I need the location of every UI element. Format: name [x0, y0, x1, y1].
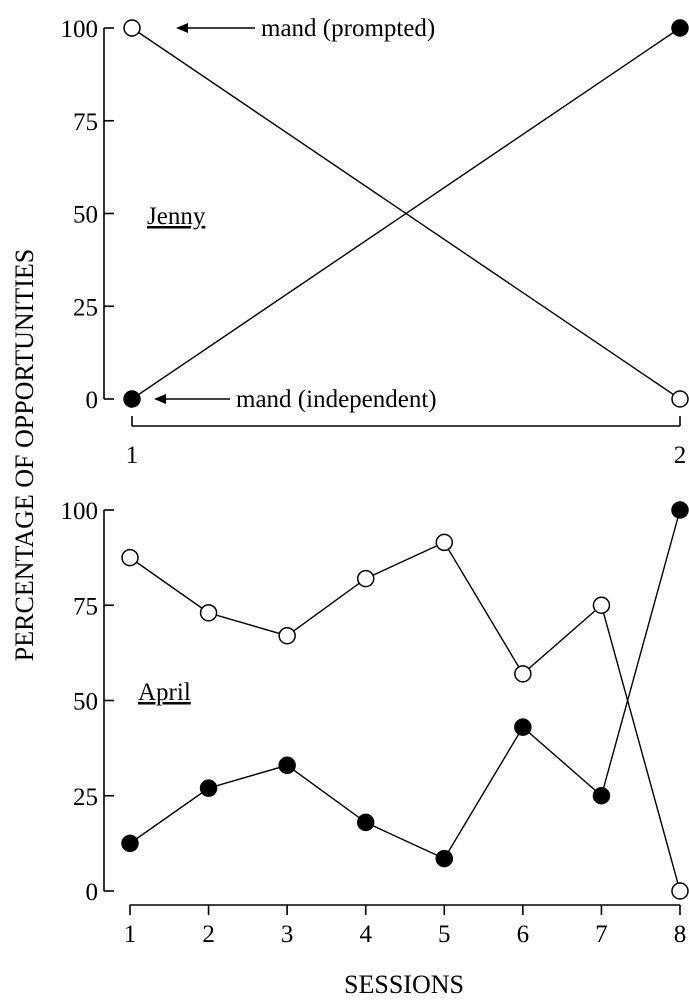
data-point-mand-independent	[356, 813, 375, 832]
data-point-mand-prompted	[671, 390, 689, 408]
data-point-mand-prompted	[671, 882, 689, 900]
x-tick-label: 5	[438, 921, 451, 948]
annotation-arrow-head	[176, 23, 188, 33]
y-tick-label: 50	[73, 689, 98, 716]
annotation-label: mand (prompted)	[261, 15, 435, 42]
x-tick-label: 1	[124, 921, 137, 948]
data-point-mand-prompted	[278, 626, 296, 645]
data-point-mand-independent	[121, 834, 139, 853]
data-point-mand-prompted	[435, 533, 454, 552]
series-line-mand-prompted	[129, 541, 681, 892]
data-point-mand-independent	[278, 756, 296, 775]
panel-jenny: 0 25 50 75 100 1 2 Jenny mand (prompted) mand (in…	[61, 15, 689, 469]
x-tick-label: 2	[202, 921, 215, 948]
data-point-mand-prompted	[199, 604, 218, 622]
panel-april: 0 25 50 75 100 1 2 3 4 5 6 7 8 April	[61, 498, 689, 948]
x-tick-label: 2	[674, 442, 687, 469]
y-axis-title: PERCENTAGE OF OPPORTUNITIES	[10, 249, 39, 661]
data-point-mand-independent	[671, 19, 689, 37]
series-line-mand-independent	[129, 509, 681, 860]
data-point-mand-prompted	[123, 19, 141, 37]
panel-label: April	[138, 679, 191, 706]
series-line-mand-independent	[131, 27, 681, 400]
y-tick-label: 25	[73, 784, 98, 811]
data-point-mand-prompted	[592, 596, 611, 614]
panel-label: Jenny	[147, 203, 206, 230]
annotation-label: mand (independent)	[236, 386, 437, 413]
data-point-mand-independent	[514, 718, 532, 736]
x-tick-label: 7	[595, 921, 608, 948]
x-axis-title: SESSIONS	[344, 970, 464, 999]
annotation-arrow-head	[154, 394, 166, 404]
data-point-mand-prompted	[514, 665, 532, 683]
data-point-mand-independent	[592, 787, 611, 805]
x-tick-label: 6	[517, 921, 530, 948]
y-tick-label: 25	[73, 294, 98, 321]
x-tick-label: 4	[359, 921, 372, 948]
x-tick-label: 1	[126, 442, 139, 469]
data-point-mand-independent	[199, 779, 218, 797]
y-tick-label: 75	[73, 593, 98, 620]
data-point-mand-prompted	[121, 548, 139, 567]
y-tick-label: 0	[86, 387, 99, 414]
x-tick-label: 8	[674, 921, 687, 948]
data-point-mand-independent	[435, 849, 454, 868]
x-tick-label: 3	[281, 921, 294, 948]
y-tick-label: 50	[73, 202, 98, 229]
y-tick-label: 0	[86, 879, 99, 906]
y-tick-label: 100	[61, 16, 99, 43]
data-point-mand-independent	[671, 501, 689, 519]
y-tick-label: 75	[73, 109, 98, 136]
y-tick-label: 100	[61, 498, 99, 525]
data-point-mand-prompted	[356, 569, 375, 588]
data-point-mand-independent	[123, 390, 141, 408]
